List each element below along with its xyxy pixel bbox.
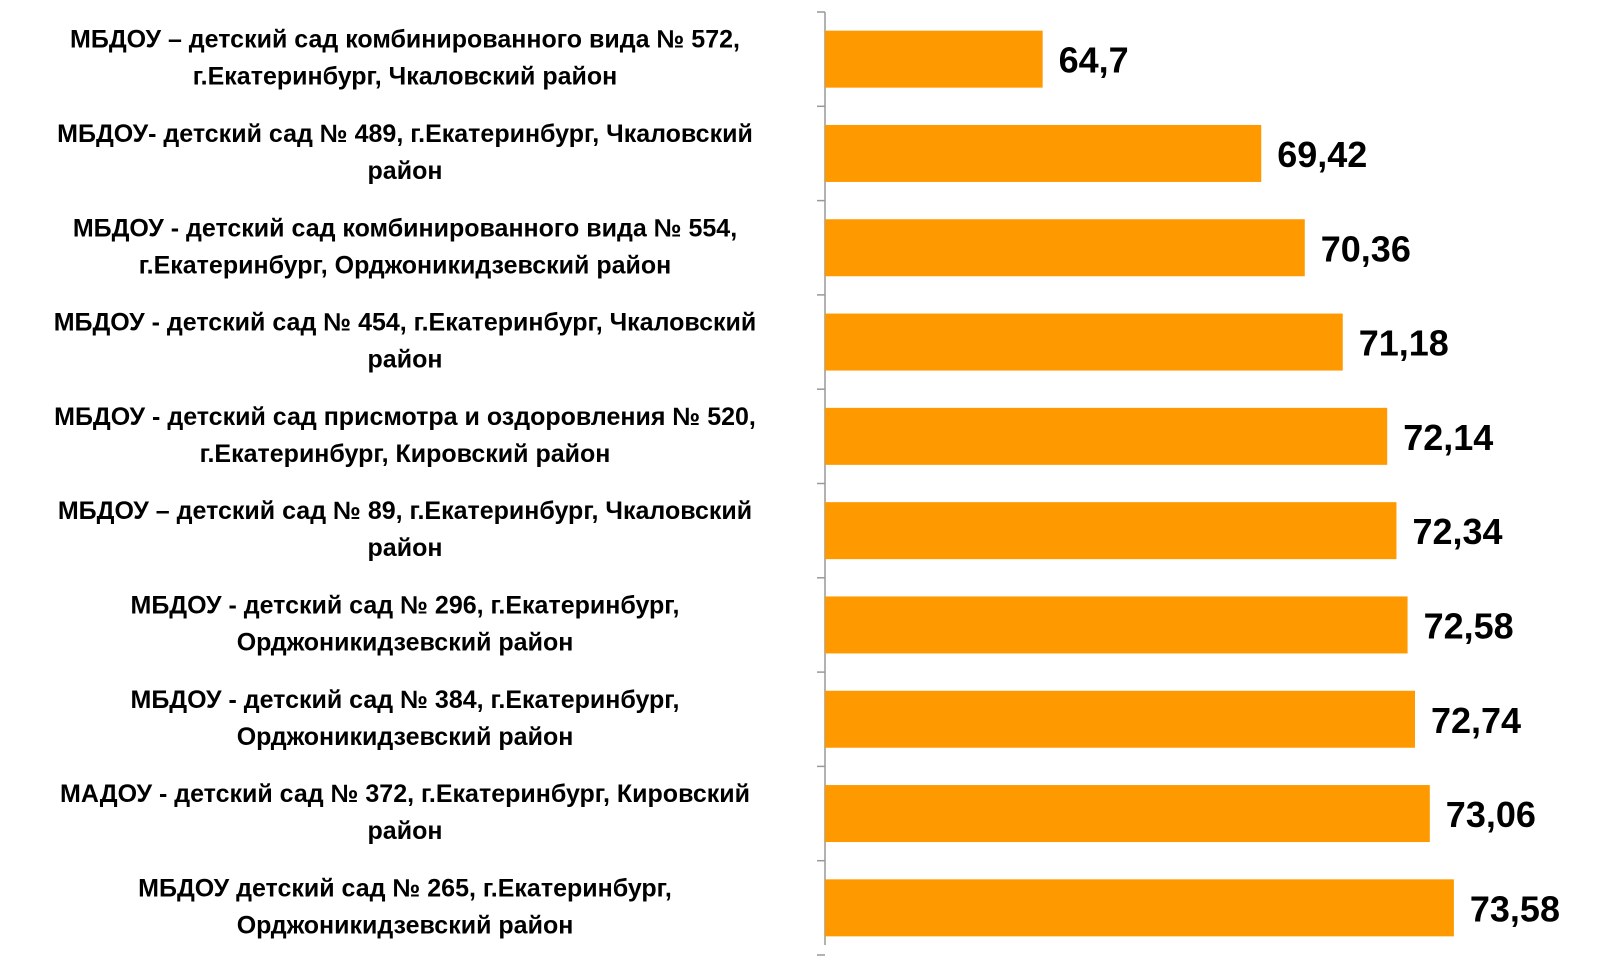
category-label: МАДОУ - детский сад № 372, г.Екатеринбур… <box>60 780 750 845</box>
category-label-line: МБДОУ - детский сад № 296, г.Екатеринбур… <box>131 591 680 619</box>
category-label-line: МБДОУ детский сад № 265, г.Екатеринбург, <box>138 874 672 902</box>
category-label-line: Орджоникидзевский район <box>237 722 574 750</box>
value-label: 72,58 <box>1424 605 1514 646</box>
category-label-line: район <box>368 817 443 845</box>
bar <box>825 690 1415 748</box>
category-label-line: МБДОУ - детский сад № 454, г.Екатеринбур… <box>54 308 757 336</box>
category-label-line: МБДОУ - детский сад комбинированного вид… <box>73 214 737 242</box>
category-label-line: г.Екатеринбург, Кировский район <box>200 439 611 467</box>
category-label-line: МБДОУ - детский сад присмотра и оздоровл… <box>54 402 756 430</box>
category-label-line: МБДОУ – детский сад № 89, г.Екатеринбург… <box>58 497 752 525</box>
bar <box>825 785 1430 843</box>
bar <box>825 596 1408 654</box>
category-label-line: район <box>368 345 443 373</box>
category-label: МБДОУ - детский сад № 454, г.Екатеринбур… <box>54 308 757 373</box>
category-label-line: г.Екатеринбург, Орджоникидзевский район <box>139 251 672 279</box>
value-label: 71,18 <box>1359 323 1449 364</box>
category-label: МБДОУ- детский сад № 489, г.Екатеринбург… <box>57 120 753 185</box>
category-label: МБДОУ - детский сад № 384, г.Екатеринбур… <box>131 685 680 750</box>
value-label: 73,06 <box>1446 794 1536 835</box>
category-label: МБДОУ – детский сад № 89, г.Екатеринбург… <box>58 497 752 562</box>
category-label-line: г.Екатеринбург, Чкаловский район <box>193 62 617 90</box>
category-label: МБДОУ - детский сад комбинированного вид… <box>73 214 737 279</box>
value-label: 64,7 <box>1059 40 1129 81</box>
value-label: 69,42 <box>1277 134 1367 175</box>
bar <box>825 502 1397 560</box>
bar <box>825 30 1043 88</box>
bar <box>825 219 1305 277</box>
value-label: 72,14 <box>1403 417 1493 458</box>
value-label: 70,36 <box>1321 228 1411 269</box>
bar <box>825 313 1343 371</box>
category-label-line: район <box>368 534 443 562</box>
bar <box>825 407 1388 465</box>
bar <box>825 124 1262 182</box>
category-label-line: Орджоникидзевский район <box>237 628 574 656</box>
category-label-line: Орджоникидзевский район <box>237 911 574 939</box>
category-label-line: МАДОУ - детский сад № 372, г.Екатеринбур… <box>60 780 750 808</box>
category-label: МБДОУ детский сад № 265, г.Екатеринбург,… <box>138 874 672 939</box>
value-label: 73,58 <box>1470 888 1560 929</box>
value-label: 72,34 <box>1412 511 1502 552</box>
category-label-line: район <box>368 157 443 185</box>
category-label: МБДОУ – детский сад комбинированного вид… <box>70 25 740 90</box>
bar <box>825 879 1454 937</box>
category-label: МБДОУ - детский сад присмотра и оздоровл… <box>54 402 756 467</box>
category-label-line: МБДОУ - детский сад № 384, г.Екатеринбур… <box>131 685 680 713</box>
category-label-line: МБДОУ – детский сад комбинированного вид… <box>70 25 740 53</box>
category-label: МБДОУ - детский сад № 296, г.Екатеринбур… <box>131 591 680 656</box>
value-label: 72,74 <box>1431 700 1521 741</box>
category-label-line: МБДОУ- детский сад № 489, г.Екатеринбург… <box>57 120 753 148</box>
